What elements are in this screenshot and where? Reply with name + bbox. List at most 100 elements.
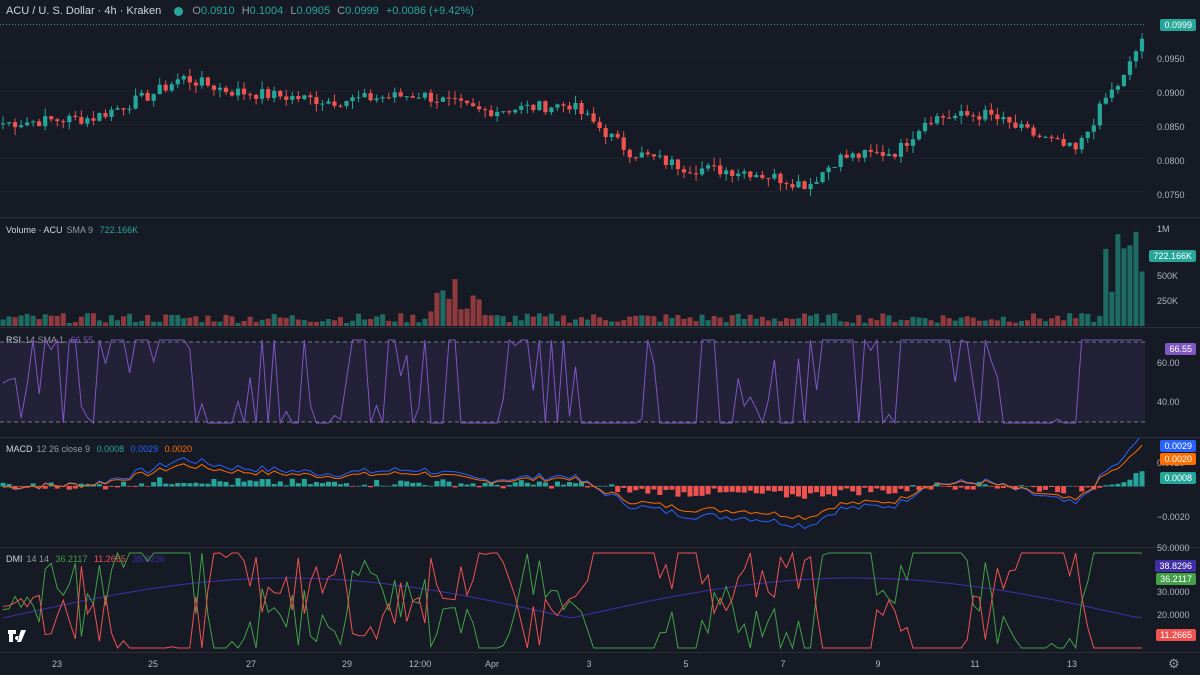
macd-histogram-bar [404,481,410,487]
macd-histogram-bar [241,481,247,487]
dmi-title[interactable]: DMI [6,554,23,564]
candle-body [802,181,807,190]
macd-title[interactable]: MACD [6,444,33,454]
macd-histogram-bar [585,486,591,488]
volume-bar [964,316,970,326]
volume-bar [271,313,277,326]
macd-chart [0,438,1145,530]
volume-bar [729,315,735,326]
macd-histogram-bar [169,484,175,487]
candle-body [193,82,198,86]
dmi-pane[interactable] [0,548,1145,652]
volume-bar [976,320,982,326]
macd-histogram-bar [331,481,337,487]
macd-histogram-bar [350,486,356,487]
rsi-last-label: 66.55 [1165,343,1196,355]
volume-bar [1024,320,1030,326]
volume-bar [856,315,862,326]
volume-tick-1: 1M [1157,224,1170,234]
macd-pane[interactable] [0,438,1145,546]
macd-histogram-bar [482,482,488,487]
price-pane[interactable] [0,0,1145,217]
macd-histogram-bar [723,486,729,493]
macd-histogram-bar [1103,485,1109,487]
macd-hist-label: 0.0008 [1160,472,1196,484]
volume-bar [0,319,6,326]
volume-bar [404,322,410,326]
candle-body [338,105,343,107]
candle-body [368,93,373,101]
volume-title[interactable]: Volume · ACU [6,225,63,235]
candle-body [254,94,259,99]
candle-body [350,97,355,102]
candle-body [0,123,6,125]
macd-histogram-bar [1115,483,1121,487]
pane-separator[interactable] [0,217,1200,218]
volume-bar [844,321,850,326]
candle-body [398,92,403,97]
candle-body [838,154,843,167]
volume-bar [151,321,157,326]
volume-bar [223,314,229,326]
volume-bar [1049,318,1055,326]
macd-histogram-bar [313,482,319,487]
volume-bar [458,309,464,326]
volume-bar [422,318,428,326]
candle-body [205,77,211,86]
volume-bar [717,317,723,326]
volume-bar [482,314,488,326]
macd-histogram-bar [319,483,325,487]
macd-histogram-bar [645,486,651,494]
volume-bar [548,313,554,326]
volume-bar [862,322,868,326]
candle-body [25,122,30,126]
volume-bar [1103,248,1109,326]
volume-bar [78,316,84,326]
candle-body [585,113,590,115]
macd-histogram-bar [826,486,832,495]
candle-body [229,92,235,96]
volume-bar [1121,248,1127,326]
candle-body [1079,137,1084,150]
macd-histogram-bar [229,484,235,487]
symbol-title[interactable]: ACU / U. S. Dollar · 4h · Kraken [6,5,162,17]
macd-histogram-bar [422,485,428,487]
volume-bar [802,313,808,326]
volume-histogram [0,231,1145,326]
volume-bar [753,318,759,326]
macd-histogram-bar [464,484,470,487]
volume-bar [157,321,163,326]
volume-bar [1055,315,1061,326]
pane-separator[interactable] [0,327,1200,328]
volume-bar [795,318,801,326]
volume-bar [1043,321,1049,326]
macd-histogram-bar [657,486,663,495]
settings-gear-icon[interactable]: ⚙ [1168,656,1180,671]
time-axis-label: Apr [484,659,500,669]
volume-pane[interactable] [0,218,1145,326]
rsi-title[interactable]: RSI [6,335,22,345]
pane-separator[interactable] [0,437,1200,438]
candle-body [501,111,506,113]
volume-bar [416,322,422,326]
candle-body [910,139,916,146]
macd-histogram-bar [187,483,193,487]
last-price-label: 0.0999 [1160,19,1196,31]
volume-bar [452,279,458,326]
tradingview-logo-icon[interactable] [8,630,28,646]
volume-bar [1000,316,1006,326]
macd-histogram-bar [699,486,705,496]
volume-bar [344,322,350,326]
rsi-pane[interactable] [0,328,1145,436]
candle-body [1067,142,1072,146]
candle-body [458,98,464,101]
macd-histogram-bar [374,479,380,487]
candlestick-chart[interactable] [0,0,1145,217]
dmi-plus-value: 36.2117 [55,554,88,564]
pane-separator[interactable] [0,547,1200,548]
macd-histogram-bar [832,486,838,497]
macd-histogram-bar [344,483,350,487]
macd-histogram-bar [30,483,36,487]
volume-bar [554,321,560,326]
candle-body [687,172,693,174]
